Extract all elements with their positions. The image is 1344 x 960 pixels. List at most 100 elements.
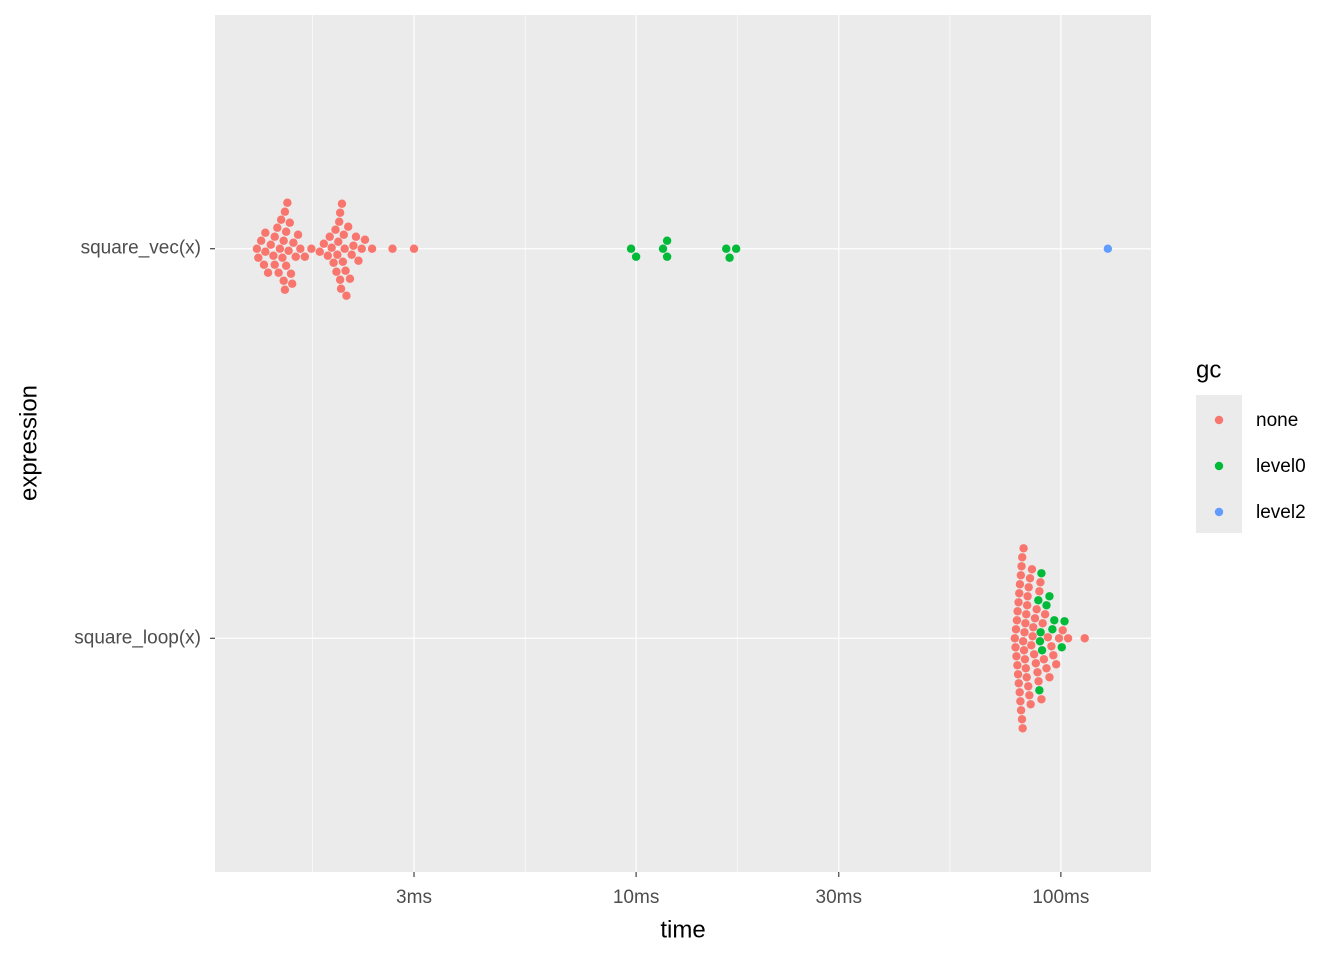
point	[1103, 244, 1113, 253]
point	[252, 244, 262, 253]
point	[323, 251, 332, 260]
point	[289, 238, 298, 247]
x-axis-title: time	[660, 916, 705, 943]
point	[285, 218, 294, 227]
point	[1017, 562, 1026, 571]
point	[266, 240, 275, 249]
point	[1045, 673, 1054, 682]
point	[342, 291, 351, 300]
point	[335, 275, 345, 284]
point	[1017, 715, 1027, 724]
point	[1020, 655, 1030, 664]
point	[1026, 700, 1035, 709]
point	[360, 235, 370, 244]
point	[722, 244, 731, 253]
point	[1037, 569, 1046, 578]
point	[281, 227, 291, 236]
point	[1013, 607, 1022, 616]
point	[259, 260, 269, 269]
legend-key	[1214, 507, 1224, 517]
point	[278, 253, 287, 262]
point	[345, 274, 355, 283]
point	[307, 244, 316, 253]
x-tick-label: 100ms	[1032, 887, 1089, 908]
point	[270, 260, 279, 269]
point	[287, 279, 297, 288]
point	[280, 285, 290, 294]
point	[1043, 633, 1053, 642]
point	[1037, 646, 1047, 655]
point	[1057, 643, 1066, 652]
point	[1025, 574, 1035, 583]
point	[1034, 677, 1043, 686]
point	[1015, 589, 1024, 598]
point	[367, 244, 377, 253]
point	[279, 236, 288, 245]
point	[1037, 695, 1046, 704]
point	[1021, 664, 1031, 673]
point	[254, 253, 263, 262]
point	[1018, 724, 1027, 733]
point	[275, 244, 285, 253]
point	[1014, 679, 1023, 688]
point	[274, 268, 283, 277]
x-tick-label: 30ms	[816, 887, 862, 908]
point	[273, 223, 282, 232]
point	[1032, 605, 1041, 614]
point	[332, 267, 341, 276]
point	[1042, 664, 1051, 673]
point	[335, 208, 345, 217]
point	[1019, 544, 1028, 553]
point	[1045, 592, 1054, 601]
point	[319, 239, 329, 248]
point	[1036, 578, 1045, 587]
point	[1029, 650, 1039, 659]
point	[1013, 661, 1022, 670]
point	[334, 237, 343, 246]
point	[279, 276, 288, 285]
point	[1042, 601, 1051, 610]
point	[1029, 623, 1038, 632]
point	[349, 241, 358, 250]
point	[1012, 616, 1022, 625]
point	[1018, 553, 1027, 562]
x-tick-label: 10ms	[613, 887, 659, 908]
point	[1015, 688, 1024, 697]
point	[335, 217, 344, 226]
legend-label: level0	[1256, 456, 1306, 477]
point	[731, 244, 741, 253]
point	[409, 244, 419, 253]
point	[1035, 637, 1045, 646]
point	[300, 252, 310, 261]
point	[327, 243, 336, 252]
y-tick-label: square_vec(x)	[81, 238, 201, 259]
point	[331, 225, 340, 234]
point	[270, 232, 279, 241]
point	[291, 252, 300, 261]
point	[344, 222, 353, 231]
point	[1024, 682, 1033, 691]
point	[1034, 596, 1043, 605]
point	[1080, 634, 1089, 643]
point	[1011, 625, 1021, 634]
point	[1019, 646, 1029, 655]
grid	[215, 15, 1151, 872]
point	[337, 199, 347, 208]
point	[263, 268, 273, 277]
point	[631, 252, 641, 261]
point	[1048, 625, 1057, 634]
point	[1025, 691, 1034, 700]
point	[1038, 619, 1047, 628]
point	[1036, 628, 1045, 637]
point	[1013, 670, 1023, 679]
point	[296, 244, 305, 253]
point	[1022, 610, 1031, 619]
point	[1058, 626, 1067, 635]
legend: none level0 level2	[1196, 395, 1306, 533]
point	[725, 253, 734, 262]
point	[341, 266, 350, 275]
point	[286, 269, 296, 278]
point	[347, 250, 356, 259]
